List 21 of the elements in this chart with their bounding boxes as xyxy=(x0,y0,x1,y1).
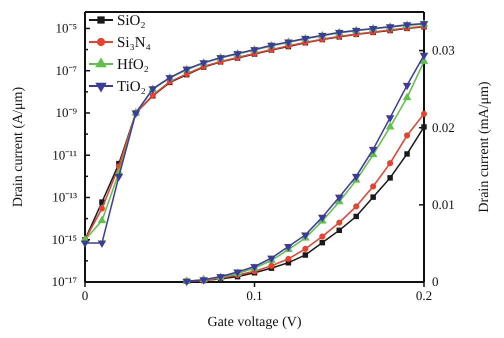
y-tick-label: 10⁻⁷ xyxy=(55,62,77,78)
y2-tick-label: 0.03 xyxy=(432,42,455,58)
y-tick-label: 10⁻¹⁵ xyxy=(52,232,77,247)
y-tick-label: 10⁻¹⁷ xyxy=(52,274,77,290)
legend-label: TiO₂ xyxy=(117,79,146,95)
legend-label: SiO₂ xyxy=(117,13,146,29)
x-tick-label: 0 xyxy=(82,288,88,304)
y-tick-label: 10⁻⁵ xyxy=(55,20,77,36)
legend-label: Si₃N₄ xyxy=(117,35,151,51)
x-axis-title: Gate voltage (V) xyxy=(207,315,302,330)
y-tick-label: 10⁻¹¹ xyxy=(52,147,78,162)
y-tick-label: 10⁻⁹ xyxy=(55,105,78,120)
x-tick-label: 0.1 xyxy=(246,288,263,304)
y2-tick-label: 0 xyxy=(432,274,438,290)
y2-axis-title: Drain current (mA/μm) xyxy=(477,81,492,213)
y-axis-title: Drain current (A/μm) xyxy=(11,86,26,208)
y2-tick-label: 0.02 xyxy=(432,120,455,135)
y2-tick-label: 0.01 xyxy=(432,197,455,212)
x-tick-label: 0.2 xyxy=(416,288,432,304)
legend-label: HfO₂ xyxy=(117,57,149,73)
y-tick-label: 10⁻¹³ xyxy=(52,190,78,205)
